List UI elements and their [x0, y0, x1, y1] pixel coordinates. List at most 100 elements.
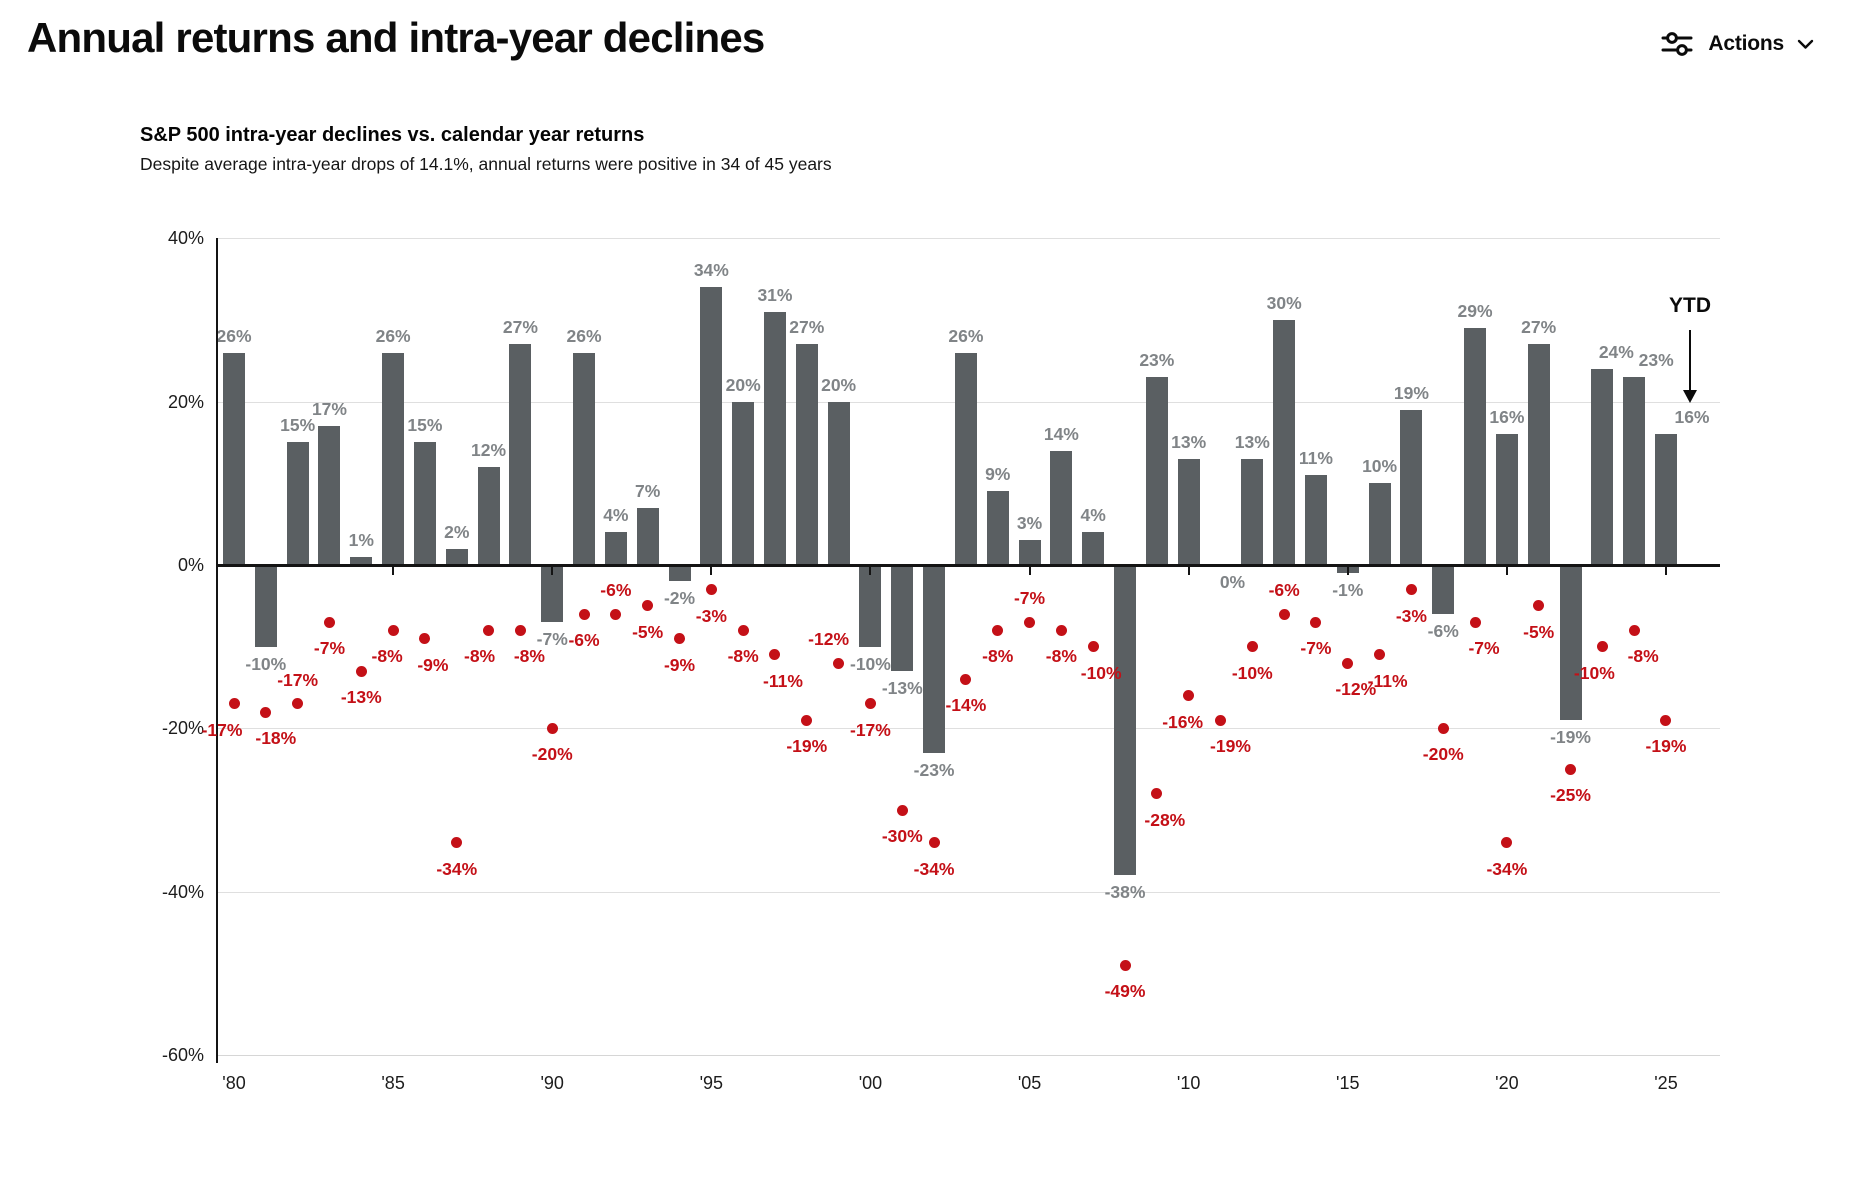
decline-dot — [1055, 624, 1067, 636]
decline-dot — [1183, 690, 1195, 702]
bar-label: 7% — [635, 480, 661, 501]
bar — [286, 442, 309, 565]
decline-label: -20% — [531, 744, 573, 765]
bar-label: 4% — [1080, 505, 1106, 526]
x-axis-tick — [710, 566, 713, 575]
bar — [732, 401, 755, 565]
decline-dot — [801, 714, 813, 726]
bar — [827, 401, 850, 565]
decline-label: -9% — [417, 654, 449, 675]
bar-label: 26% — [566, 325, 602, 346]
decline-dot — [323, 616, 335, 628]
bar — [954, 352, 977, 565]
decline-dot — [737, 624, 749, 636]
bar-label: 26% — [216, 325, 252, 346]
bar-label: 13% — [1234, 431, 1270, 452]
decline-dot — [1405, 584, 1417, 595]
bar-label: -38% — [1104, 882, 1146, 903]
bar-label: -6% — [1427, 621, 1459, 642]
bar-label: -19% — [1550, 727, 1591, 748]
decline-label: -12% — [1335, 679, 1377, 700]
x-axis-label: '00 — [858, 1073, 883, 1093]
bar — [1654, 434, 1677, 565]
decline-dot — [514, 624, 526, 636]
decline-label: -12% — [808, 629, 850, 650]
decline-label: -7% — [313, 638, 346, 659]
decline-label: -8% — [727, 646, 759, 667]
decline-label: -10% — [1231, 662, 1273, 683]
x-axis-label: '05 — [1017, 1073, 1042, 1093]
bar-label: 3% — [1016, 513, 1043, 534]
decline-dot — [578, 608, 590, 620]
decline-dot — [419, 633, 431, 645]
decline-label: -25% — [1550, 785, 1591, 806]
bar — [1145, 377, 1168, 565]
x-axis-label: '15 — [1336, 1073, 1360, 1093]
bar — [223, 352, 245, 565]
bar — [1304, 475, 1327, 565]
y-axis-label: 20% — [167, 391, 204, 412]
bar-label: 16% — [1489, 407, 1525, 428]
decline-label: -8% — [371, 646, 403, 667]
y-axis-label: -20% — [161, 718, 204, 739]
decline-label: -3% — [695, 605, 727, 626]
x-axis-label: '95 — [699, 1073, 724, 1093]
x-axis-label: '85 — [381, 1073, 405, 1093]
decline-dot — [1596, 641, 1608, 653]
bar — [254, 565, 277, 647]
decline-label: -5% — [632, 621, 664, 642]
decline-dot — [992, 624, 1004, 636]
decline-dot — [483, 624, 495, 636]
decline-label: -34% — [436, 858, 478, 879]
bar — [668, 565, 691, 582]
decline-label: -11% — [763, 670, 803, 691]
decline-label: -14% — [945, 695, 987, 716]
decline-dot — [705, 584, 717, 595]
decline-dot — [1374, 649, 1386, 661]
bar-label: 30% — [1266, 292, 1302, 313]
decline-label: -18% — [255, 728, 297, 749]
bar — [891, 565, 914, 672]
decline-label: -6% — [600, 580, 632, 601]
decline-dot — [1533, 600, 1545, 612]
decline-dot — [896, 804, 908, 816]
decline-dot — [1628, 624, 1640, 636]
x-axis-label: '20 — [1495, 1073, 1519, 1093]
gridline — [218, 891, 1720, 893]
bar — [1464, 328, 1487, 565]
decline-dot — [1087, 641, 1099, 653]
y-axis-line — [216, 238, 218, 1063]
decline-label: -3% — [1395, 605, 1427, 626]
actions-button[interactable]: Actions — [1659, 26, 1814, 62]
bar — [445, 548, 468, 565]
decline-label: -34% — [1486, 858, 1528, 879]
x-axis-tick — [1187, 566, 1190, 575]
bar-label: 27% — [1521, 317, 1557, 338]
x-axis-tick — [1028, 566, 1031, 575]
bar — [1591, 368, 1614, 565]
decline-dot — [355, 665, 367, 677]
chevron-down-icon — [1797, 39, 1814, 49]
bar — [1559, 565, 1582, 721]
decline-dot — [451, 837, 463, 849]
page-title: Annual returns and intra-year declines — [27, 14, 765, 61]
bar — [573, 352, 596, 565]
ytd-arrow-line — [1688, 330, 1692, 391]
bar-label: 29% — [1457, 301, 1493, 322]
decline-label: -19% — [1645, 736, 1687, 757]
decline-dot — [1660, 714, 1672, 726]
bar-label: -10% — [850, 653, 891, 674]
bar — [477, 466, 500, 565]
decline-dot — [1151, 788, 1163, 800]
decline-dot — [1469, 616, 1481, 628]
decline-dot — [1342, 657, 1354, 669]
bar-label: -23% — [913, 759, 955, 780]
bar — [1432, 565, 1455, 615]
bar — [1050, 450, 1073, 565]
decline-label: -8% — [1627, 646, 1659, 667]
decline-label: -19% — [1210, 736, 1251, 757]
bar-label: 19% — [1393, 382, 1429, 403]
decline-label: -30% — [881, 826, 923, 847]
bar — [1241, 458, 1264, 565]
